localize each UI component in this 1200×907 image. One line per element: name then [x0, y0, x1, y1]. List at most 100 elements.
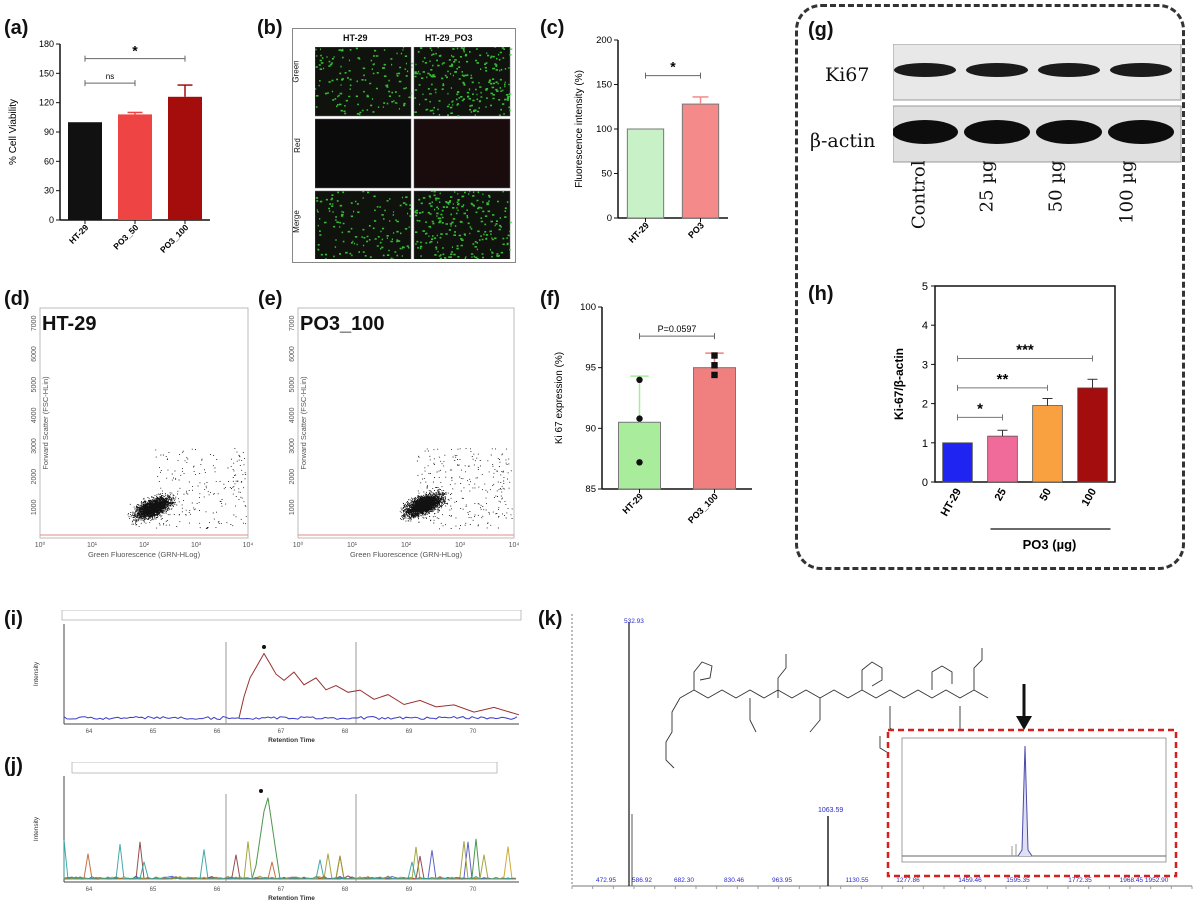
micro-tile: [413, 190, 511, 259]
western-blot-panel: Ki67 β-actin Control 25 µg 50 µg 100 µg: [805, 40, 1185, 280]
blot-image: [893, 44, 1182, 163]
y-tick-label: 150: [39, 68, 54, 78]
inset-plot: [901, 737, 1167, 863]
x-tick-label: 10²: [401, 542, 412, 549]
sig-label: **: [997, 371, 1009, 388]
y-tick-label: 7000: [31, 315, 38, 331]
x-tick-label: 70: [470, 887, 477, 893]
y-tick-label: 1: [922, 438, 928, 450]
x-tick-label: 10²: [139, 542, 150, 549]
x-tick-label: 10⁰: [35, 541, 46, 549]
y-tick-label: 6000: [31, 346, 38, 362]
panel-label-f: (f): [540, 288, 560, 310]
mass-label: 1459.46: [958, 877, 982, 884]
series-trace: [63, 841, 517, 880]
y-tick-label: 150: [596, 80, 612, 91]
band-ki67: [1110, 63, 1172, 77]
y-tick-label: 30: [44, 186, 54, 196]
x-tick-label: 69: [406, 729, 413, 735]
lane-label-50: 50 µg: [1045, 160, 1067, 213]
chart-d: 1000 2000 3000 4000 5000 6000 7000 10⁰ 10¹ 10² 10³…: [31, 307, 254, 559]
y-tick-label: 6000: [289, 346, 296, 362]
flow-title-po3: PO3_100: [300, 313, 385, 335]
y-tick-label: 5: [922, 281, 928, 293]
x-tick-label: 65: [150, 887, 157, 893]
y-tick-label: 100: [580, 302, 596, 313]
panel-label-b: (b): [257, 17, 283, 39]
mass-label: 830.46: [724, 877, 744, 884]
green-cells: [414, 190, 512, 259]
band-actin: [893, 120, 958, 144]
y-tick-label: 3: [922, 359, 928, 371]
panel-label-i: (i): [4, 608, 23, 630]
sig-label: *: [977, 400, 983, 417]
y-tick-label: 100: [596, 124, 612, 135]
series-trace: [63, 853, 517, 880]
y-tick-label: 7000: [289, 315, 296, 331]
micro-tile: [315, 190, 412, 259]
chart-i: 64 65 66 67 68 69 70 Retention Time Intensity: [33, 610, 522, 744]
x-tick-label: 66: [214, 887, 221, 893]
x-tick-label: 10⁴: [243, 542, 254, 549]
lane-label-100: 100 µg: [1116, 160, 1138, 224]
y-tick-label: 2000: [31, 469, 38, 485]
series-sample: [238, 652, 520, 719]
green-cells: [315, 190, 412, 259]
mass-label: 1772.35: [1068, 877, 1092, 884]
y-tick-label: 90: [44, 127, 54, 137]
panel-label-d: (d): [4, 288, 30, 310]
panel-label-e: (e): [258, 288, 283, 310]
chart-j: 64 65 66 67 68 69 70 Retention Time Intensity: [33, 762, 519, 902]
green-cells: [414, 47, 513, 117]
x-tick-label: 25: [993, 487, 1010, 504]
y-tick-label: 60: [44, 156, 54, 166]
sig-label: ***: [1016, 342, 1034, 359]
y-tick-label: 2000: [289, 469, 296, 485]
flow-title-ht29: HT-29: [42, 313, 97, 335]
y-tick-label: 0: [49, 215, 54, 225]
data-point: [711, 371, 718, 379]
panel-label-h: (h): [808, 283, 834, 305]
x-tick-label: 67: [278, 887, 285, 893]
chart-f: 85 90 95 100 Ki 67 expression (%) HT-29 PO3_10…: [554, 302, 752, 525]
scatter-points: [127, 447, 247, 530]
x-axis-label: PO3 (µg): [1023, 537, 1077, 552]
y-tick-label: 85: [585, 484, 596, 495]
plot-frame: [297, 307, 515, 539]
microscopy-images: [315, 47, 513, 259]
band-actin: [964, 120, 1030, 144]
legend-box: [71, 762, 498, 774]
x-tick-label: 50: [1038, 487, 1055, 504]
panel-label-k: (k): [538, 608, 563, 630]
y-tick-label: 0: [922, 477, 928, 489]
y-axis-label: Forward Scatter (FSC-HLin): [41, 376, 50, 470]
chart-e: 1000 2000 3000 4000 5000 6000 7000 10⁰ 10¹ 10² 10³…: [289, 307, 519, 559]
series-trace: [63, 839, 516, 880]
data-point: [636, 376, 643, 383]
scatter-points: [399, 447, 513, 530]
y-tick-label: 200: [596, 35, 612, 46]
band-actin: [1108, 120, 1174, 144]
x-tick-label: PO3_100: [158, 222, 191, 255]
arrow-down-icon: [1016, 716, 1032, 730]
sig-label: P=0.0597: [658, 324, 697, 334]
series-trace: [64, 797, 516, 880]
x-axis-label: Retention Time: [268, 895, 315, 902]
bar-HT-29: [942, 442, 973, 483]
x-tick-label: HT-29: [627, 220, 651, 244]
x-tick-label: PO3_50: [111, 222, 140, 251]
bar-25: [987, 435, 1018, 483]
band-ki67: [966, 63, 1028, 77]
mass-label: 586.92: [632, 877, 652, 884]
series-trace: [63, 841, 517, 880]
blot-label-ki67: Ki67: [825, 64, 870, 86]
y-axis-label: Ki 67 expression (%): [554, 352, 565, 444]
y-tick-label: 95: [585, 363, 596, 374]
y-tick-label: 3000: [289, 438, 296, 454]
y-tick-label: 2: [922, 399, 928, 411]
series-trace: [63, 841, 517, 880]
x-tick-label: 64: [86, 729, 93, 735]
y-tick-label: 5000: [289, 377, 296, 393]
x-axis-label: Green Fluorescence (GRN-HLog): [88, 550, 201, 559]
data-point: [636, 415, 643, 422]
